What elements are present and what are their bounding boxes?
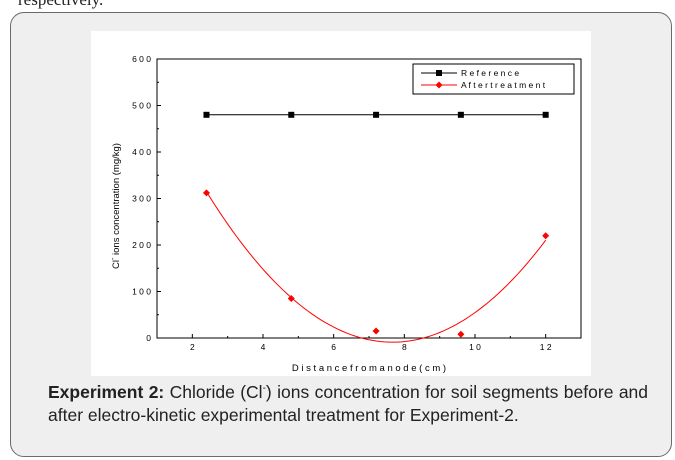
after-treatment-point — [372, 327, 380, 335]
reference-point — [203, 111, 210, 118]
x-tick-label: 2 — [190, 342, 195, 352]
top-text-fragment: respectively. — [18, 0, 103, 10]
figure-caption: Experiment 2: Chloride (Cl-) ions concen… — [48, 381, 648, 427]
legend-box — [412, 63, 575, 95]
after-treatment-point — [542, 232, 550, 240]
chart-panel: 0 1 0 0 2 0 0 3 0 0 4 0 0 5 0 0 6 0 0 2 4 6 8 1 0 1 … — [91, 31, 591, 376]
reference-point — [542, 111, 549, 118]
caption-text-a: Chloride (Cl — [164, 382, 263, 402]
legend-label: A f t e r t r e a t m e n t — [461, 80, 546, 90]
figure-box: 0 1 0 0 2 0 0 3 0 0 4 0 0 5 0 0 6 0 0 2 4 6 8 1 0 1 … — [10, 12, 672, 457]
x-axis-label: D i s t a n c e f r o m a n o d e ( c m … — [292, 363, 446, 374]
plot-frame — [156, 58, 582, 339]
after-treatment-point — [287, 294, 295, 302]
legend-marker-square — [436, 70, 442, 76]
x-tick-label: 4 — [261, 342, 266, 352]
series-reference — [203, 111, 549, 118]
y-tick-label: 5 0 0 — [132, 101, 151, 111]
reference-point — [288, 111, 295, 118]
series-after-treatment — [202, 189, 550, 343]
after-treatment-fit-line — [206, 191, 547, 343]
x-tick-label: 6 — [331, 342, 336, 352]
legend-label: R e f e r e n c e — [461, 68, 519, 78]
x-tick-label: 1 0 — [469, 342, 481, 352]
reference-point — [457, 111, 464, 118]
after-treatment-point — [202, 189, 210, 197]
y-tick-label: 6 0 0 — [132, 54, 151, 64]
x-tick-label: 1 2 — [540, 342, 552, 352]
y-tick-label: 3 0 0 — [132, 194, 151, 204]
caption-label: Experiment 2: — [48, 382, 165, 402]
y-tick-label: 4 0 0 — [132, 147, 151, 157]
y-tick-label: 1 0 0 — [132, 287, 151, 297]
y-tick-label: 0 — [146, 333, 151, 343]
x-tick-label: 8 — [402, 342, 407, 352]
reference-point — [373, 111, 380, 118]
caption-sup: - — [262, 383, 266, 395]
after-treatment-point — [457, 330, 465, 338]
caption-text-b: ) ions concentration for soil segments b… — [48, 382, 649, 425]
legend-marker-diamond — [435, 81, 443, 89]
y-axis-label: Cl- ions concentration (mg/kg) — [110, 143, 122, 269]
chloride-chart: 0 1 0 0 2 0 0 3 0 0 4 0 0 5 0 0 6 0 0 2 4 6 8 1 0 1 … — [110, 54, 582, 374]
y-tick-label: 2 0 0 — [132, 240, 151, 250]
